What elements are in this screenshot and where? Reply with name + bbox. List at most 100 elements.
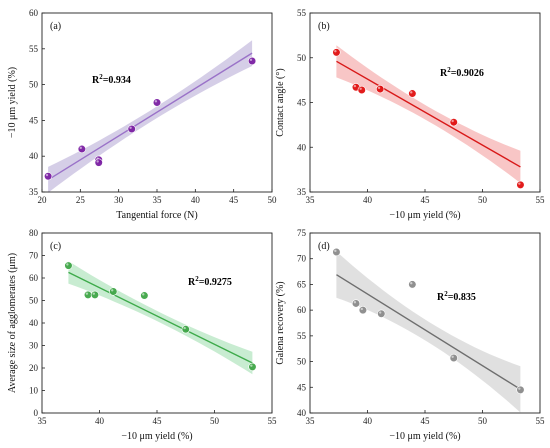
data-point-highlight — [377, 86, 381, 90]
y-tick-label: 45 — [29, 115, 39, 125]
data-point — [376, 84, 385, 94]
x-axis-label: −10 μm yield (%) — [121, 431, 192, 442]
y-tick-label: 75 — [297, 228, 307, 238]
data-point — [449, 118, 458, 127]
data-point-highlight — [183, 326, 186, 330]
data-point — [332, 48, 341, 57]
x-tick-label: 40 — [363, 195, 373, 205]
data-point — [358, 306, 368, 315]
data-point — [90, 290, 99, 299]
data-point-highlight — [410, 91, 413, 94]
y-tick-label: 30 — [29, 341, 39, 351]
fit-line — [336, 60, 521, 168]
y-tick-label: 50 — [297, 53, 307, 63]
panel-label: (d) — [318, 241, 330, 252]
x-tick-label: 45 — [421, 416, 431, 426]
x-tick-label: 40 — [363, 416, 373, 426]
data-point-highlight — [85, 292, 89, 295]
data-point — [140, 291, 149, 300]
panel-b: 35 40 45 50 55 35 40 45 50 55 −10 μm yield (%) Cont… — [275, 8, 545, 221]
x-tick-label: 55 — [268, 416, 278, 426]
y-axis-label: Average size of agglomerates (μm) — [7, 253, 18, 393]
x-tick-label: 45 — [153, 416, 163, 426]
y-tick-label: 40 — [29, 318, 39, 328]
r-squared-annotation: R2=0.9275 — [188, 275, 232, 288]
x-tick-label: 50 — [478, 195, 488, 205]
x-tick-label: 25 — [76, 195, 86, 205]
x-tick-label: 55 — [536, 195, 546, 205]
data-point — [332, 247, 341, 257]
data-point-highlight — [360, 307, 363, 311]
data-point-highlight — [451, 119, 454, 123]
data-point-highlight — [334, 49, 337, 53]
x-tick-label: 35 — [153, 195, 163, 205]
y-tick-label: 65 — [297, 279, 307, 289]
x-tick-label: 20 — [38, 195, 48, 205]
r-squared-annotation: R2=0.934 — [92, 73, 131, 86]
data-point-highlight — [353, 84, 357, 88]
x-axis-label: Tangential force (N) — [116, 210, 197, 221]
data-point — [408, 89, 417, 98]
y-tick-label: 35 — [29, 187, 39, 197]
data-point-highlight — [250, 364, 253, 367]
data-point-highlight — [111, 289, 114, 292]
panel-c: 35 40 45 50 55 0 10 20 30 40 50 60 70 80 −10 μm yield … — [7, 228, 277, 442]
r-squared-annotation: R2=0.9026 — [440, 66, 484, 79]
data-point — [516, 385, 525, 394]
data-point-highlight — [518, 387, 521, 390]
fit-line — [336, 274, 521, 390]
r-squared-annotation: R2=0.835 — [437, 290, 476, 303]
y-tick-label: 50 — [29, 80, 39, 90]
data-point-highlight — [92, 292, 96, 295]
x-tick-label: 35 — [38, 416, 48, 426]
x-tick-label: 50 — [268, 195, 278, 205]
x-axis-label: −10 μm yield (%) — [389, 210, 460, 221]
x-tick-label: 35 — [306, 195, 316, 205]
y-tick-label: 40 — [297, 408, 307, 418]
data-point — [181, 325, 190, 334]
y-tick-label: 45 — [297, 98, 307, 108]
x-tick-label: 40 — [95, 416, 105, 426]
data-point-highlight — [45, 173, 49, 177]
data-point-highlight — [96, 160, 99, 163]
panel-label: (b) — [318, 21, 330, 32]
y-tick-label: 80 — [29, 228, 39, 238]
y-tick-label: 60 — [29, 8, 39, 18]
data-point — [44, 172, 53, 181]
y-tick-label: 55 — [29, 44, 39, 54]
fit-line — [47, 52, 253, 181]
data-point — [152, 98, 162, 107]
data-point-highlight — [129, 126, 132, 129]
data-point — [94, 158, 103, 167]
data-point-highlight — [410, 282, 413, 285]
y-tick-label: 60 — [297, 305, 307, 315]
x-axis-label: −10 μm yield (%) — [389, 431, 460, 442]
y-tick-label: 50 — [29, 296, 39, 306]
y-axis-label: −10 μm yield (%) — [7, 67, 18, 138]
panel-label: (c) — [50, 241, 61, 252]
data-point — [77, 144, 86, 154]
x-tick-label: 45 — [229, 195, 239, 205]
data-point — [449, 353, 458, 363]
data-point-highlight — [249, 58, 253, 61]
y-tick-label: 0 — [34, 408, 39, 418]
x-tick-label: 50 — [478, 416, 488, 426]
fit-line — [68, 271, 253, 364]
data-point — [64, 261, 73, 270]
data-point-highlight — [334, 249, 337, 253]
panel-a: 20 25 30 35 40 45 50 35 40 45 50 55 60 Tangential for… — [7, 8, 277, 221]
data-point-highlight — [66, 263, 69, 266]
y-tick-label: 70 — [29, 251, 39, 261]
x-tick-label: 40 — [191, 195, 201, 205]
y-tick-label: 55 — [297, 331, 307, 341]
panel-label: (a) — [50, 21, 61, 32]
data-point-highlight — [379, 311, 382, 314]
x-tick-label: 50 — [210, 416, 220, 426]
data-point-highlight — [79, 146, 82, 150]
y-axis-label: Galena recovery (%) — [275, 281, 286, 364]
x-tick-label: 55 — [536, 416, 546, 426]
data-point — [357, 85, 366, 95]
y-tick-label: 60 — [29, 273, 39, 283]
